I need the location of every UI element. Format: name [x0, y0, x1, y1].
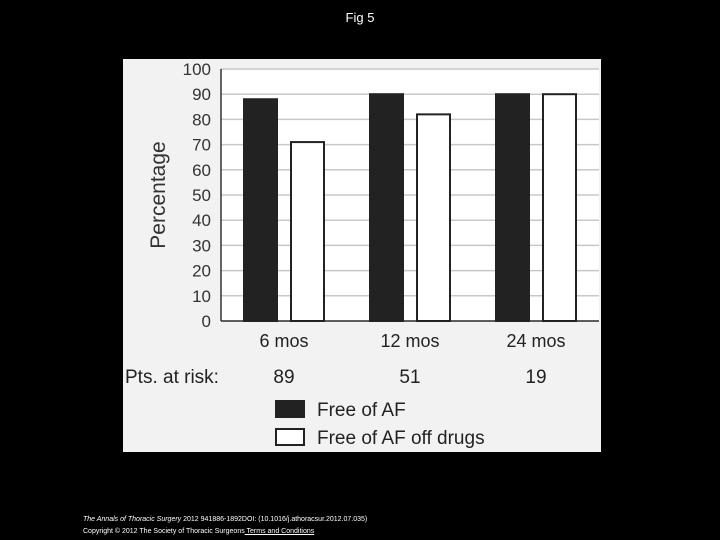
- x-tick-label: 12 mos: [380, 331, 439, 351]
- bar: [243, 98, 278, 322]
- y-tick-label: 20: [192, 262, 211, 281]
- legend-label: Free of AF: [317, 400, 406, 421]
- y-tick-label: 70: [192, 136, 211, 155]
- y-tick-label: 100: [183, 60, 211, 79]
- y-tick-label: 60: [192, 161, 211, 180]
- bar: [495, 93, 530, 323]
- footer-journal: The Annals of Thoracic Surgery: [83, 516, 182, 523]
- y-axis-label: Percentage: [147, 141, 170, 248]
- legend-label: Free of AF off drugs: [317, 428, 485, 449]
- y-tick-label: 50: [192, 186, 211, 205]
- bar-chart: 0 10 20 30 40 50 60 70 80 90 100 Percentage 6 mos 89 1…: [125, 60, 599, 449]
- bar: [369, 93, 404, 323]
- y-tick-label: 10: [192, 287, 211, 306]
- terms-link[interactable]: Terms and Conditions: [244, 528, 315, 535]
- y-tick-label: 30: [192, 236, 211, 255]
- legend-swatch: [275, 428, 305, 446]
- y-tick-label: 90: [192, 85, 211, 104]
- x-tick-label: 24 mos: [506, 331, 565, 351]
- y-tick-label: 80: [192, 110, 211, 129]
- y-tick-label: 40: [192, 211, 211, 230]
- bar: [542, 93, 577, 323]
- risk-value: 51: [399, 367, 420, 388]
- footer: The Annals of Thoracic Surgery 2012 9418…: [83, 514, 367, 538]
- x-tick-label: 6 mos: [259, 331, 308, 351]
- legend-swatch: [275, 400, 305, 418]
- risk-value: 89: [273, 367, 294, 388]
- chart-figure: 0 10 20 30 40 50 60 70 80 90 100 Percentage 6 mos 89 1…: [123, 59, 601, 452]
- y-tick-label: 0: [202, 312, 211, 331]
- bar: [416, 113, 451, 322]
- risk-label: Pts. at risk:: [125, 367, 219, 388]
- slide-title: Fig 5: [345, 10, 375, 25]
- footer-copyright: Copyright © 2012 The Society of Thoracic…: [83, 528, 245, 535]
- bar: [290, 141, 325, 322]
- footer-citation: 2012 941886-1892DOI: (10.1016/j.athoracs…: [181, 516, 368, 523]
- risk-value: 19: [525, 367, 546, 388]
